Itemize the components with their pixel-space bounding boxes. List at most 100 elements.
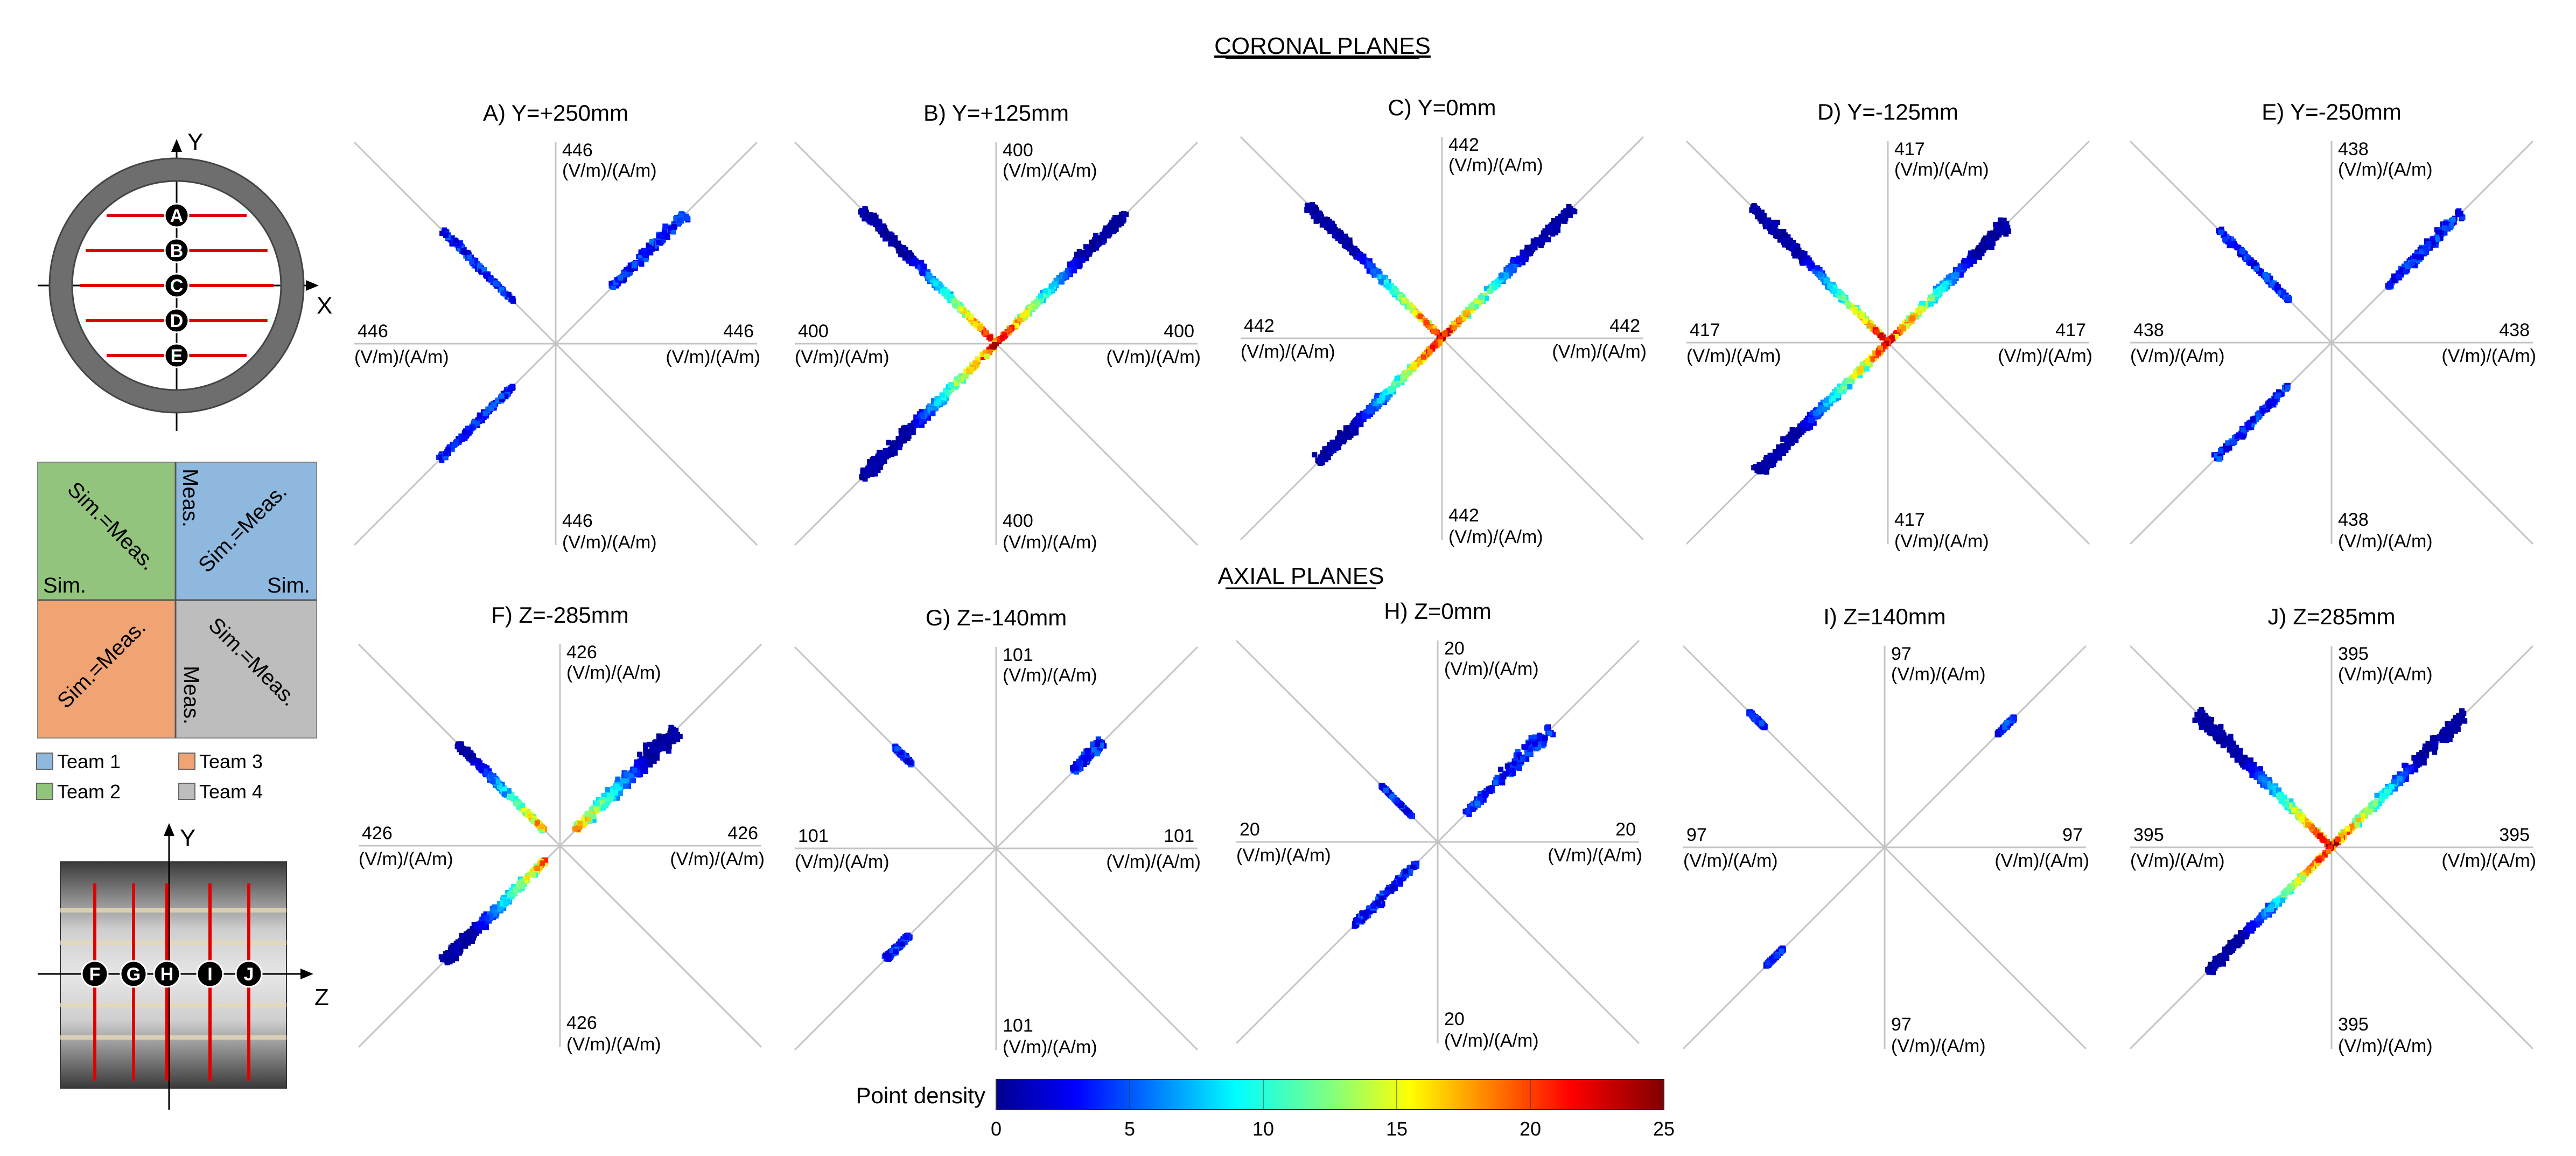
- data-point: [1883, 337, 1889, 343]
- axis-max-top: 400: [1003, 140, 1033, 161]
- data-point: [1545, 236, 1551, 242]
- scatter-panels: A) Y=+250mm446(V/m)/(A/m)446(V/m)/(A/m)4…: [353, 95, 2536, 1057]
- data-point: [1782, 236, 1788, 242]
- data-point: [1340, 239, 1346, 245]
- axis-max-left: 426: [362, 823, 393, 844]
- data-point: [1566, 204, 1572, 210]
- data-point: [1065, 270, 1071, 276]
- data-point: [2403, 269, 2409, 275]
- team4-label: Team 4: [199, 781, 263, 803]
- cluster-team1: [993, 211, 1129, 346]
- data-point: [656, 733, 662, 739]
- data-point: [1845, 301, 1851, 307]
- data-point: [1430, 344, 1436, 350]
- data-point: [577, 820, 583, 826]
- data-point: [2419, 248, 2425, 254]
- q1-sim-label: Sim.: [267, 574, 310, 597]
- data-point: [1356, 413, 1362, 419]
- scatter-panel-4: D) Y=-125mm417(V/m)/(A/m)417(V/m)/(A/m)4…: [1685, 99, 2092, 552]
- plane-marker-e: [164, 343, 190, 368]
- data-point: [1401, 297, 1407, 303]
- data-point: [605, 791, 611, 797]
- axis-max-left: 400: [798, 321, 829, 342]
- data-point: [1099, 232, 1105, 238]
- data-point: [859, 208, 865, 214]
- data-point: [1387, 392, 1393, 398]
- data-point: [1007, 326, 1013, 332]
- data-point: [645, 752, 651, 758]
- team2-swatch: [36, 783, 53, 800]
- q1-meas-label: Meas.: [178, 469, 202, 527]
- data-point: [898, 428, 904, 434]
- data-point: [1318, 457, 1324, 463]
- data-point: [972, 321, 978, 327]
- data-point: [896, 248, 902, 254]
- data-point: [1080, 257, 1086, 263]
- data-point: [962, 312, 968, 318]
- data-point: [1062, 273, 1068, 279]
- data-point: [2277, 289, 2283, 295]
- data-point: [919, 260, 925, 266]
- data-point: [1758, 217, 1764, 223]
- data-point: [462, 435, 468, 441]
- data-point: [641, 758, 647, 764]
- data-point: [1539, 240, 1545, 246]
- data-point: [883, 229, 888, 235]
- plane-marker-b: [164, 238, 190, 263]
- data-point: [659, 735, 665, 741]
- data-point: [1994, 234, 2000, 240]
- data-point: [897, 444, 902, 450]
- data-point: [1353, 248, 1359, 253]
- data-point: [890, 441, 895, 447]
- axis-unit-right: (V/m)/(A/m): [666, 347, 760, 367]
- data-point: [509, 297, 515, 303]
- data-point: [1307, 205, 1313, 211]
- data-point: [1420, 354, 1426, 360]
- data-point: [639, 261, 645, 267]
- data-point: [2396, 274, 2402, 280]
- plane-marker-i: [196, 960, 224, 988]
- data-point: [673, 729, 678, 735]
- data-point: [1384, 283, 1390, 289]
- coronal-heading: CORONAL PLANES: [1214, 33, 1431, 59]
- data-point: [1322, 218, 1328, 224]
- data-point: [1997, 221, 2003, 227]
- data-point: [634, 760, 640, 766]
- axis-max-left: 446: [358, 321, 388, 342]
- data-point: [1881, 343, 1887, 349]
- data-point: [2225, 239, 2231, 245]
- data-point: [1324, 449, 1330, 455]
- data-point: [968, 314, 974, 320]
- data-point: [2457, 211, 2463, 217]
- data-point: [1482, 293, 1488, 298]
- data-point: [624, 777, 629, 783]
- data-point: [580, 822, 586, 828]
- data-point: [1340, 439, 1346, 444]
- data-point: [2423, 249, 2429, 255]
- data-point: [462, 430, 468, 436]
- data-point: [1802, 251, 1808, 256]
- data-point: [460, 248, 466, 254]
- team1-label: Team 1: [57, 750, 121, 772]
- data-point: [1329, 224, 1335, 230]
- data-point: [930, 410, 936, 416]
- data-point: [1427, 349, 1433, 355]
- data-point: [1865, 358, 1871, 364]
- cluster-team2: [858, 206, 998, 345]
- data-point: [1877, 329, 1882, 335]
- data-point: [538, 824, 544, 830]
- data-point: [1487, 288, 1493, 294]
- data-point: [1813, 410, 1819, 416]
- axis-unit-top: (V/m)/(A/m): [562, 161, 657, 181]
- data-point: [919, 409, 925, 415]
- data-point: [1943, 281, 1949, 287]
- data-point: [1782, 436, 1788, 442]
- data-point: [478, 767, 484, 773]
- data-point: [877, 219, 883, 225]
- data-point: [1312, 452, 1318, 458]
- data-point: [1761, 460, 1767, 466]
- data-point: [1376, 269, 1382, 275]
- axis-unit-left: (V/m)/(A/m): [359, 849, 453, 869]
- data-point: [1772, 224, 1777, 229]
